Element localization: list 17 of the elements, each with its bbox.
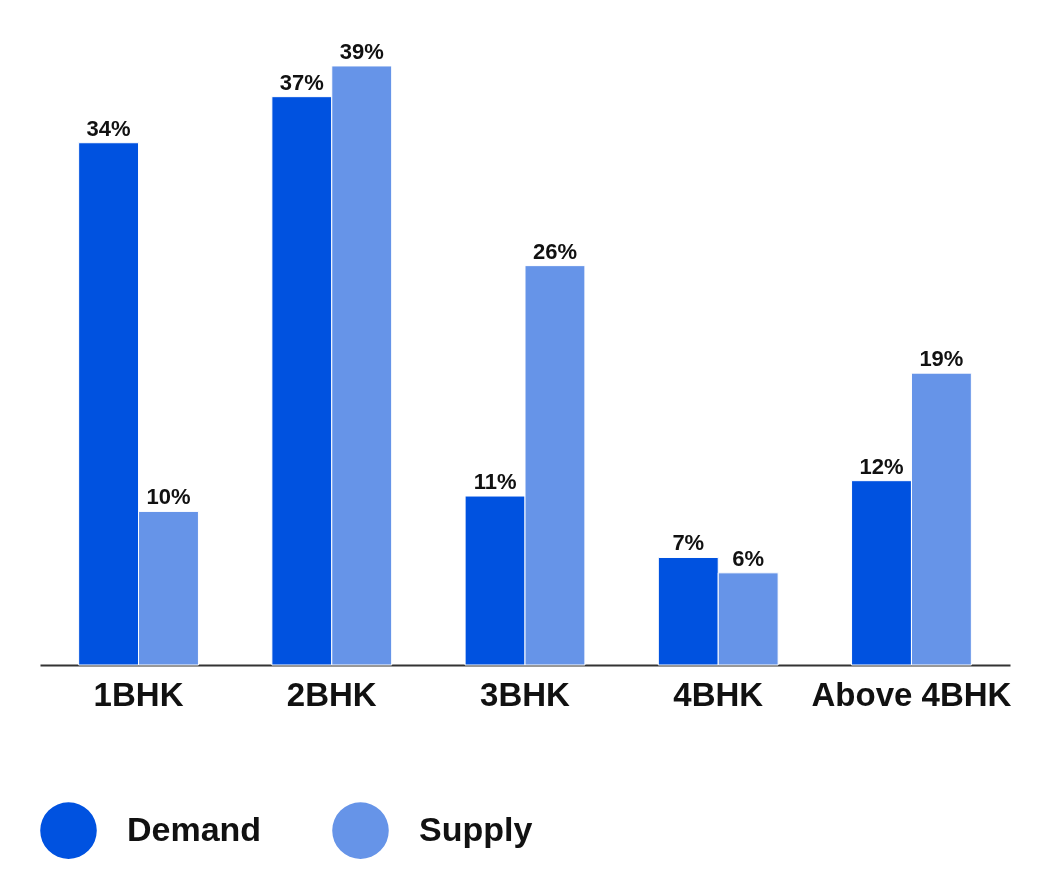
legend-label: Demand (127, 809, 262, 848)
data-label: 6% (732, 545, 765, 571)
x-tick-label: 4BHK (673, 675, 764, 713)
data-label: 37% (279, 69, 324, 95)
legend-label: Supply (419, 809, 533, 848)
data-label: 11% (473, 469, 517, 495)
x-tick-label: Above 4BHK (811, 675, 1012, 713)
data-label: 34% (86, 115, 131, 141)
data-label: 26% (532, 238, 577, 264)
data-label: 19% (919, 346, 964, 372)
data-label: 10% (146, 484, 191, 510)
x-tick-label: 1BHK (93, 675, 184, 713)
x-tick-label: 3BHK (480, 675, 571, 713)
data-label: 12% (859, 453, 904, 479)
x-tick-label: 2BHK (286, 675, 377, 713)
data-label: 7% (672, 530, 705, 556)
data-label: 39% (339, 38, 384, 64)
